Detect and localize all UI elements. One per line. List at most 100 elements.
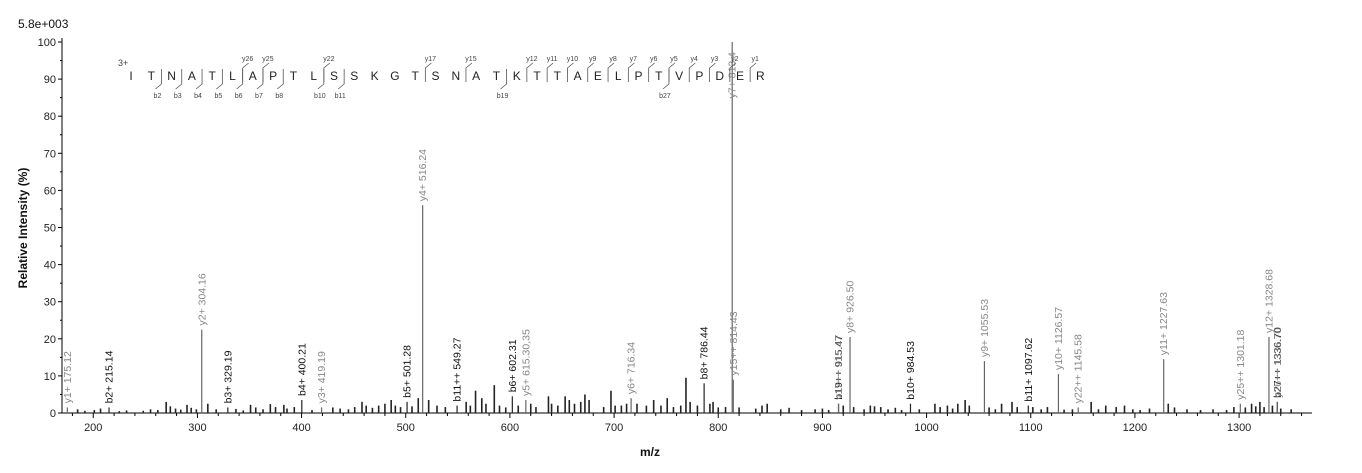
y-ion-label: y12	[526, 56, 537, 63]
y-ion-bracket	[526, 62, 534, 82]
peak-label: b11+ 1097.62	[1023, 338, 1035, 402]
sequence-residue: T	[412, 69, 420, 83]
b-ion-label: b2	[154, 93, 162, 100]
sequence-residue: T	[533, 69, 541, 83]
peak-label: y26++ 1336.70	[1272, 328, 1284, 398]
peak-label: v17++ 915.47	[833, 335, 845, 399]
y-ion-label: y2	[731, 56, 739, 63]
x-tick-label: 500	[397, 422, 415, 434]
peak-label: y15++ 814.43	[728, 311, 740, 375]
sequence-residue: S	[350, 69, 358, 83]
y-ion-label: y22	[323, 56, 334, 63]
sequence-residue: L	[615, 69, 622, 83]
y-ion-label: y4	[691, 56, 699, 63]
peak-label: b5+ 501.28	[402, 345, 414, 398]
b-ion-label: b5	[214, 93, 222, 100]
b-ion-bracket	[236, 69, 244, 90]
sequence-residue: R	[756, 69, 765, 83]
y-ion-bracket	[424, 62, 432, 82]
sequence-residue: K	[513, 69, 521, 83]
peak-label: b10+ 984.53	[905, 341, 917, 400]
sequence-residue: L	[310, 69, 317, 83]
b-ion-bracket	[317, 69, 325, 90]
peak-label: y5+ 615.30,35	[520, 329, 532, 396]
sequence-annotation: 3+I T N A T L A P T L S S K G T S N A T K T T A E L P T V P D E Rb2 b3 b4…	[118, 56, 765, 100]
sequence-residue: A	[188, 69, 196, 83]
b-ion-bracket	[256, 69, 264, 90]
y-ion-bracket	[688, 62, 696, 82]
b-ion-label: b4	[194, 93, 202, 100]
charge-state: 3+	[118, 58, 128, 68]
sequence-residue: A	[574, 69, 582, 83]
peak-label: b6+ 602.31	[507, 339, 519, 392]
x-tick-label: 1100	[1019, 422, 1043, 434]
sequence-residue: G	[390, 69, 399, 83]
x-tick-label: 600	[501, 422, 519, 434]
y-ion-label: y1	[751, 56, 759, 63]
y-tick-label: 100	[38, 37, 56, 49]
y-tick-label: 70	[44, 148, 56, 160]
sequence-residue: T	[655, 69, 663, 83]
x-tick-label: 900	[813, 422, 831, 434]
x-tick-label: 300	[188, 422, 206, 434]
peak-label: b19++ 915.47	[833, 335, 845, 400]
sequence-residue: P	[269, 69, 277, 83]
y-ion-label: y9	[589, 56, 597, 63]
peak-label: b4+ 400.21	[296, 343, 308, 396]
y-ion-label: y15	[465, 56, 476, 63]
y-ion-label: y6	[650, 56, 658, 63]
y-ion-bracket	[242, 62, 249, 82]
b-ion-label: b11	[335, 93, 346, 100]
b-ion-bracket	[662, 69, 670, 90]
sequence-residue: E	[594, 69, 602, 83]
sequence-residue: T	[290, 69, 298, 83]
sequence-residue: P	[634, 69, 642, 83]
x-tick-label: 1000	[914, 422, 938, 434]
peak-label: y3+ 419.19	[316, 351, 328, 403]
peak-label: y4+ 516.24	[417, 149, 429, 201]
peak-label: y10+ 1126.57	[1053, 307, 1065, 370]
b-ion-bracket	[195, 69, 203, 90]
peak-label: y6+ 716.34	[626, 342, 638, 394]
y-tick-label: 40	[44, 260, 56, 272]
b-ion-label: b10	[314, 93, 326, 100]
y-ion-bracket	[465, 62, 473, 82]
x-tick-label: 400	[292, 422, 310, 434]
y-tick-label: 90	[44, 74, 56, 86]
peak-label: y9+ 1055.53	[979, 299, 991, 357]
b-ion-label: b7	[255, 93, 263, 100]
b-ion-label: b27	[659, 93, 671, 100]
y-tick-label: 0	[50, 408, 56, 420]
sequence-residue: A	[472, 69, 480, 83]
b-ion-label: b8	[275, 93, 283, 100]
sequence-residue: V	[675, 69, 683, 83]
y-tick-label: 30	[44, 297, 56, 309]
peak-label: y12+ 1328.68	[1263, 269, 1275, 333]
sequence-residue: A	[249, 69, 257, 83]
y-ion-bracket	[262, 62, 270, 82]
sequence-residue: N	[167, 69, 176, 83]
x-axis-title: m/z	[640, 445, 660, 459]
sequence-residue: S	[431, 69, 439, 83]
peak-label: y2+ 304.16	[196, 273, 208, 325]
sequence-residue: S	[330, 69, 338, 83]
sequence-residue: K	[371, 69, 379, 83]
b-ion-bracket	[500, 69, 507, 90]
sequence-residue: D	[715, 69, 724, 83]
peak-label: y22++ 1145.58	[1073, 334, 1085, 403]
b-ion-label: b6	[235, 93, 243, 100]
peak-group	[66, 42, 1292, 413]
x-tick-label: 1300	[1227, 422, 1251, 434]
y-ion-label: y5	[670, 56, 678, 63]
y-ion-label: y25	[262, 56, 273, 63]
b-ion-bracket	[276, 69, 284, 90]
y-ion-label: y26	[242, 56, 253, 63]
y-tick-label: 50	[44, 223, 56, 235]
y-ion-bracket	[749, 62, 757, 82]
b-ion-label: b3	[174, 93, 182, 100]
y-ion-label: y7	[630, 56, 638, 63]
y-tick-label: 60	[44, 185, 56, 197]
sequence-residue: I	[129, 69, 132, 83]
peak-label: b11++ 549.27	[452, 337, 464, 401]
